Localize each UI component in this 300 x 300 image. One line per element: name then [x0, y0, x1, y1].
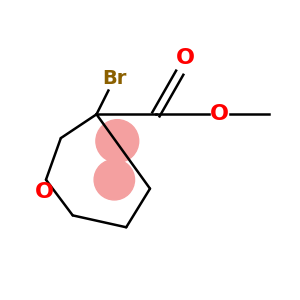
Text: O: O [210, 104, 229, 124]
Circle shape [96, 120, 139, 163]
Text: O: O [176, 48, 195, 68]
Text: O: O [35, 182, 54, 202]
Text: Br: Br [102, 69, 127, 88]
Circle shape [94, 160, 134, 200]
